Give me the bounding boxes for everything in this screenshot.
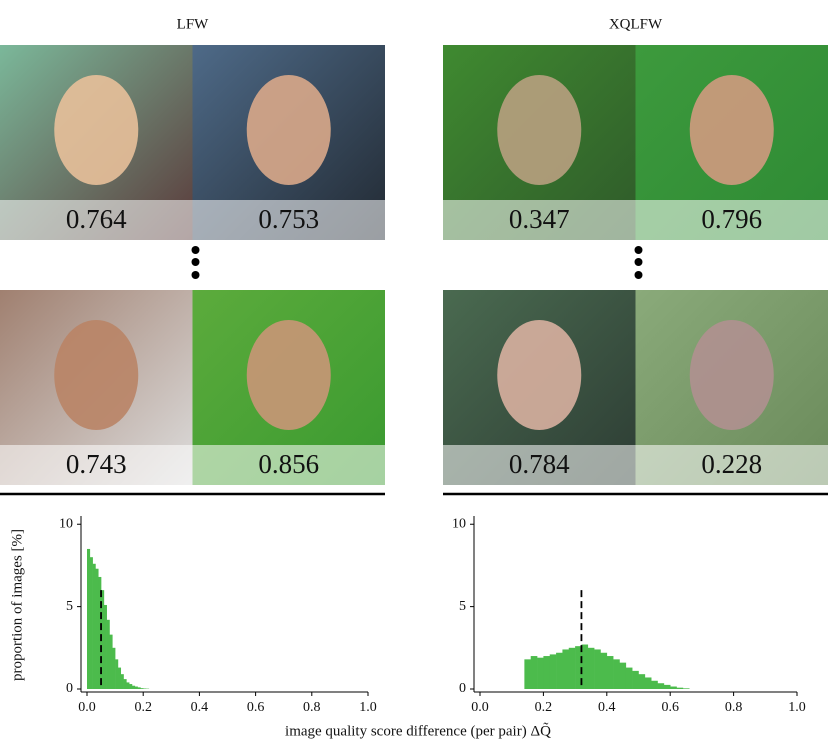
score: 0.764 <box>66 204 127 234</box>
x-tick-label: 0.6 <box>247 700 265 715</box>
face <box>497 75 581 185</box>
histogram-bar <box>619 663 626 689</box>
ellipsis-dot <box>192 258 200 266</box>
histogram-bar <box>632 671 639 689</box>
histogram-bar <box>87 549 90 689</box>
histogram-bar <box>107 620 110 689</box>
panel-title: LFW <box>177 16 210 32</box>
x-tick-label: 0.6 <box>661 700 679 715</box>
x-tick-label: 1.0 <box>359 700 377 715</box>
y-tick-label: 0 <box>459 681 466 696</box>
histogram-bar <box>550 654 557 689</box>
ellipsis-dot <box>192 246 200 254</box>
histogram-bar <box>677 688 684 689</box>
histogram-bar <box>569 648 576 689</box>
histogram-bar <box>556 653 563 689</box>
x-axis-label: image quality score difference (per pair… <box>285 722 551 739</box>
x-tick-label: 0.4 <box>191 700 209 715</box>
histogram-bar <box>93 564 96 689</box>
histogram-bar <box>531 656 538 689</box>
x-tick-label: 0.2 <box>134 700 152 715</box>
histogram-bar <box>645 677 652 689</box>
histogram-bar <box>140 688 143 689</box>
x-tick-label: 0.0 <box>471 700 489 715</box>
histogram-bar <box>135 687 138 689</box>
ellipsis-dot <box>192 271 200 279</box>
histogram-bar <box>124 679 127 689</box>
x-tick-label: 0.4 <box>598 700 616 715</box>
y-tick-label: 5 <box>66 599 73 614</box>
score: 0.753 <box>258 204 319 234</box>
ellipsis-dot <box>635 246 643 254</box>
x-tick-label: 0.2 <box>535 700 553 715</box>
face <box>497 320 581 430</box>
y-tick-label: 10 <box>452 516 466 531</box>
histogram-bar <box>537 658 544 689</box>
score: 0.796 <box>701 204 762 234</box>
histogram-bar <box>562 649 569 689</box>
y-tick-label: 0 <box>66 681 73 696</box>
ellipsis-dot <box>635 271 643 279</box>
histogram-bar <box>109 635 112 689</box>
face <box>247 75 331 185</box>
histogram-bar <box>613 659 620 689</box>
face <box>54 320 138 430</box>
x-tick-label: 1.0 <box>788 700 806 715</box>
histogram-bar <box>658 683 665 689</box>
x-tick-label: 0.8 <box>725 700 743 715</box>
x-tick-label: 0.8 <box>303 700 321 715</box>
histogram-bar <box>626 668 633 689</box>
histogram-bar <box>670 687 677 689</box>
histogram-bar <box>115 659 118 689</box>
histogram-bar <box>112 648 115 689</box>
ellipsis-dot <box>635 258 643 266</box>
histogram-bar <box>129 684 132 689</box>
histogram-bar <box>683 688 690 689</box>
score: 0.743 <box>66 449 127 479</box>
histogram-bar <box>126 682 129 689</box>
histogram-bar <box>664 685 671 689</box>
y-tick-label: 5 <box>459 599 466 614</box>
score: 0.856 <box>258 449 319 479</box>
histogram-bar <box>524 659 531 689</box>
face <box>690 320 774 430</box>
face <box>690 75 774 185</box>
face <box>54 75 138 185</box>
score: 0.784 <box>509 449 570 479</box>
histogram-bar <box>588 648 595 689</box>
y-axis-label: proportion of images [%] <box>9 529 25 681</box>
histogram-bar <box>95 569 98 689</box>
histogram-bar <box>138 687 141 689</box>
histogram-bar <box>132 686 135 689</box>
histogram-bar <box>651 681 658 689</box>
panel-title: XQLFW <box>609 16 663 32</box>
x-tick-label: 0.0 <box>78 700 96 715</box>
histogram-bar <box>600 653 607 689</box>
histogram-bar <box>639 674 646 689</box>
histogram-bar <box>90 557 93 689</box>
score: 0.347 <box>509 204 570 234</box>
histogram-bar <box>543 656 550 689</box>
histogram-bar <box>104 605 107 689</box>
histogram-bar <box>121 674 124 689</box>
histogram-bar <box>607 656 614 689</box>
y-tick-label: 10 <box>59 516 73 531</box>
histogram-bar <box>581 645 588 689</box>
face <box>247 320 331 430</box>
score: 0.228 <box>701 449 762 479</box>
histogram-bar <box>118 668 121 689</box>
histogram-bar <box>594 649 601 689</box>
